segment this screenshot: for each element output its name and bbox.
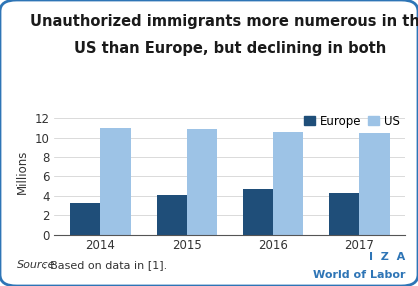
Text: World of Labor: World of Labor [313,270,405,280]
Bar [157,195,187,235]
Text: I  Z  A: I Z A [369,252,405,262]
Text: US than Europe, but declining in both: US than Europe, but declining in both [74,41,386,56]
Bar [100,128,131,235]
Bar [187,129,217,235]
Bar [359,133,390,235]
Bar [70,202,100,235]
Bar [329,193,359,235]
Y-axis label: Millions: Millions [16,149,29,194]
Text: Source: Source [17,260,55,270]
Bar [273,132,303,235]
Bar [243,189,273,235]
Legend: Europe, US: Europe, US [304,115,400,128]
Text: Unauthorized immigrants more numerous in the: Unauthorized immigrants more numerous in… [30,14,418,29]
Text: : Based on data in [1].: : Based on data in [1]. [43,260,167,270]
